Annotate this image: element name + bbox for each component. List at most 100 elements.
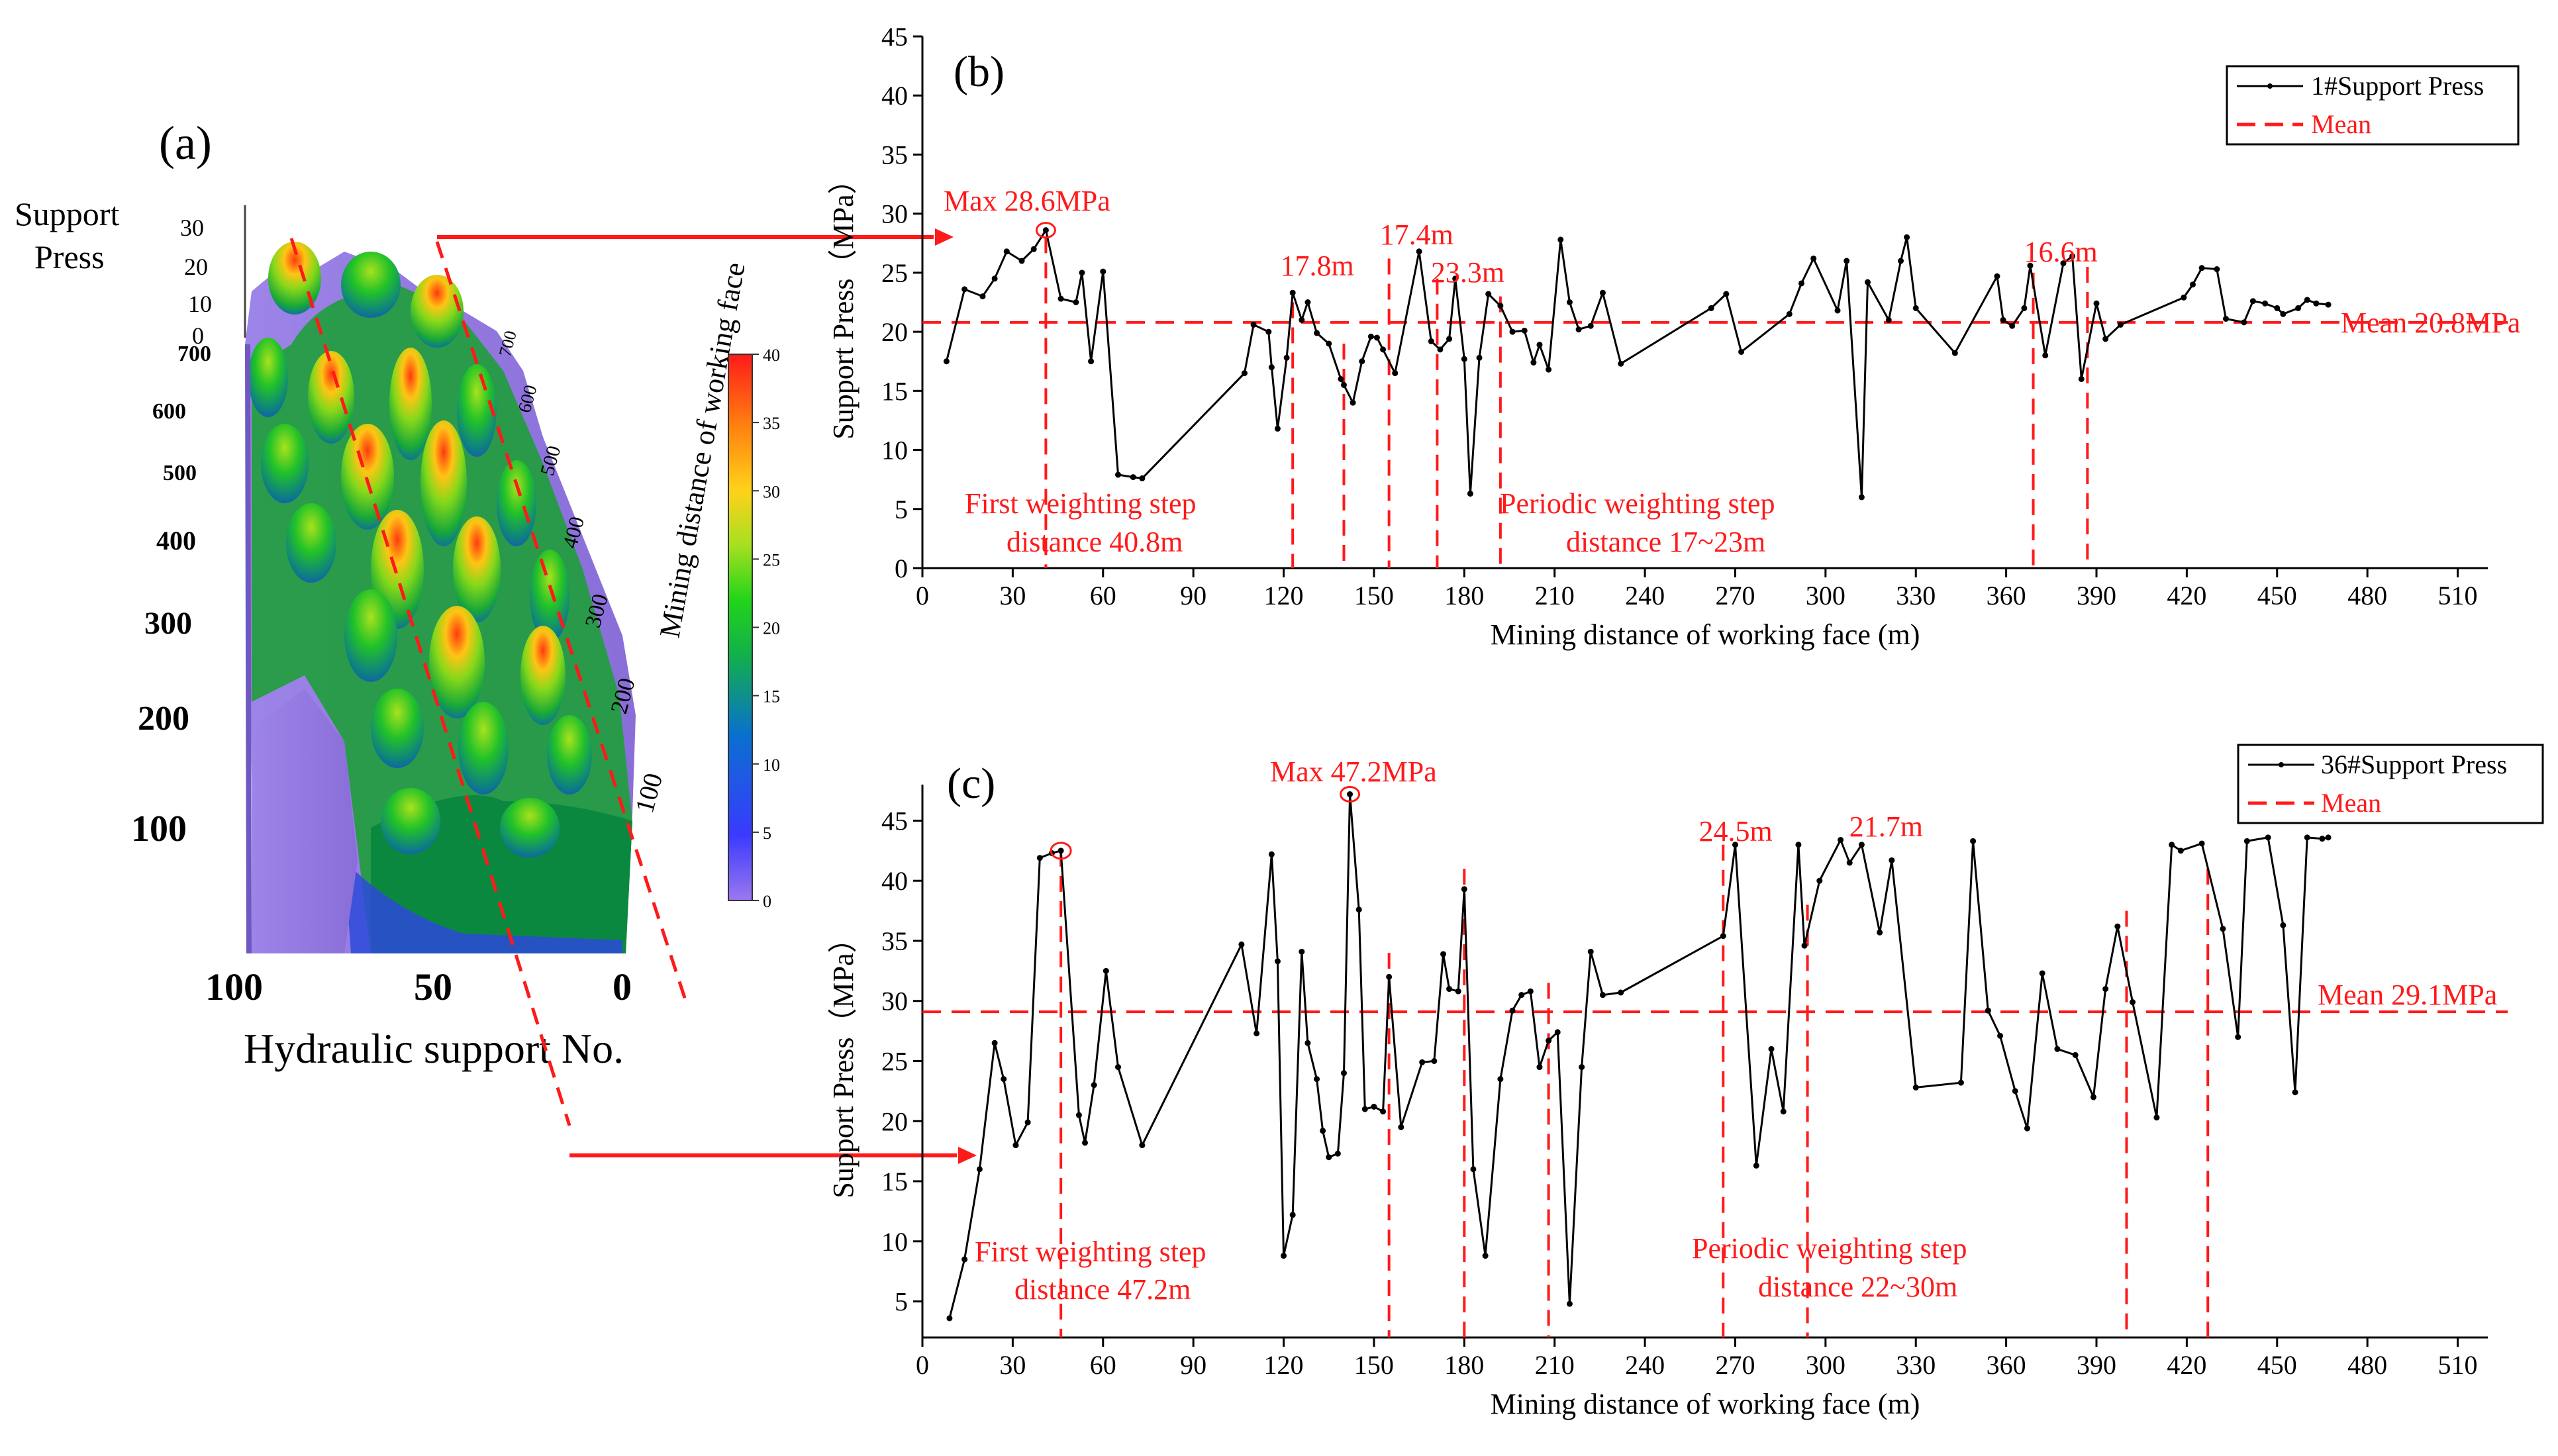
data-point [979,293,986,300]
x-tick-label: 450 [2257,581,2297,610]
data-point [1997,1032,2004,1039]
y-tick-label: 30 [881,199,908,229]
data-point [1431,1058,1438,1064]
x-tick-label: 360 [1987,581,2026,610]
data-point [1274,958,1281,965]
data-point [1708,305,1714,311]
data-point [2262,300,2269,307]
data-point [1314,1076,1320,1083]
y-tick-label: 30 [881,987,908,1016]
data-point [1340,381,1347,388]
depth-tick: 700 [495,328,520,358]
data-point [1139,1142,1146,1149]
x-tick-label: 450 [2257,1350,2297,1380]
data-point [1088,358,1095,365]
x-tick-label: 120 [1264,1350,1304,1380]
data-point [1001,1076,1007,1083]
y-tick-label: 10 [881,436,908,465]
data-point [2027,262,2034,269]
chart-b: 0 30 60 90 120 150 180 210 240 270 300 330 360 390 420… [827,22,2520,651]
data-point [1073,299,1079,305]
data-point [1373,334,1380,341]
data-point [2153,1114,2160,1121]
step-annotation: 17.4m [1380,218,1453,251]
y-tick-label: 20 [881,317,908,347]
data-point [1566,1300,1573,1307]
y-axis: 700 600 500 400 300 200 100 [131,342,211,849]
data-point [1289,1212,1296,1218]
data-point [1115,1064,1121,1071]
data-point [1446,336,1453,342]
first-weighting-line1: First weighting step [975,1236,1206,1268]
data-point [1858,842,1865,848]
data-point [1283,354,1290,361]
x-tick-label: 30 [999,581,1026,610]
colorbar: 40 35 30 25 20 15 10 5 0 [728,346,780,911]
data-point [1521,327,1528,334]
x-tick: 50 [414,965,452,1008]
data-point [1326,340,1332,347]
data-point [1497,1076,1504,1083]
data-point [2241,319,2247,326]
data-point [1798,280,1804,287]
max-marker [1035,222,1056,239]
data-point [1265,328,1272,335]
data-point [1367,333,1374,340]
y-tick-label: 5 [895,1287,908,1317]
x-tick-label: 390 [2077,1350,2116,1380]
data-point [1912,305,1919,311]
data-point [1058,295,1064,302]
data-point [1455,988,1461,995]
z-axis-title-line2: Press [34,238,105,275]
x-tick-label: 150 [1354,581,1394,610]
data-point [1380,1108,1387,1115]
data-point [1281,1253,1287,1259]
chart-c: 0 30 60 90 120 150 180 210 240 270 300 330 360 390 420… [827,744,2544,1420]
data-point [1587,948,1594,955]
x-tick-label: 300 [1806,581,1845,610]
first-weighting-line2: distance 40.8m [1007,526,1183,558]
data-point [2114,923,2121,930]
first-weighting-line2: distance 47.2m [1014,1273,1191,1306]
data-point [2012,1088,2018,1094]
periodic-weighting-line1: Periodic weighting step [1692,1232,1967,1265]
data-point [1042,227,1049,234]
data-point [1036,855,1043,861]
step-annotation: 24.5m [1698,815,1772,848]
data-point [2181,294,2187,301]
x-tick-label: 510 [2438,1350,2478,1380]
x-tick-label: 180 [1444,1350,1484,1380]
data-point [2039,970,2045,977]
y-tick: 700 [177,342,211,366]
x-tick-label: 480 [2347,581,2387,610]
data-point [943,358,950,365]
data-point [1885,316,1892,323]
data-point [1380,346,1387,353]
data-point [1557,236,1564,243]
y-tick-label: 20 [881,1106,908,1136]
guide-dashed-line [289,238,571,1126]
data-point [1398,1124,1404,1130]
data-point [1720,933,1726,940]
first-weighting-line1: First weighting step [965,487,1197,520]
data-point [1338,375,1344,382]
x-axis-title: Hydraulic support No. [244,1025,624,1072]
data-point [1250,321,1257,328]
data-point [1347,791,1353,798]
data-point [2222,315,2229,322]
x-tick: 100 [205,965,263,1008]
data-point [1139,475,1146,481]
data-point [2313,300,2320,307]
data-point [1898,258,1904,264]
step-annotation: 21.7m [1849,810,1923,843]
data-point [1268,364,1275,371]
y-tick-label: 15 [881,1167,908,1196]
data-point [1985,1007,1991,1014]
data-point [1461,886,1467,893]
data-point [2069,253,2076,260]
data-point [961,1256,968,1263]
y-tick-label: 15 [881,376,908,406]
data-point [2078,375,2085,382]
data-point [1289,289,1296,296]
data-point [1482,1253,1489,1259]
